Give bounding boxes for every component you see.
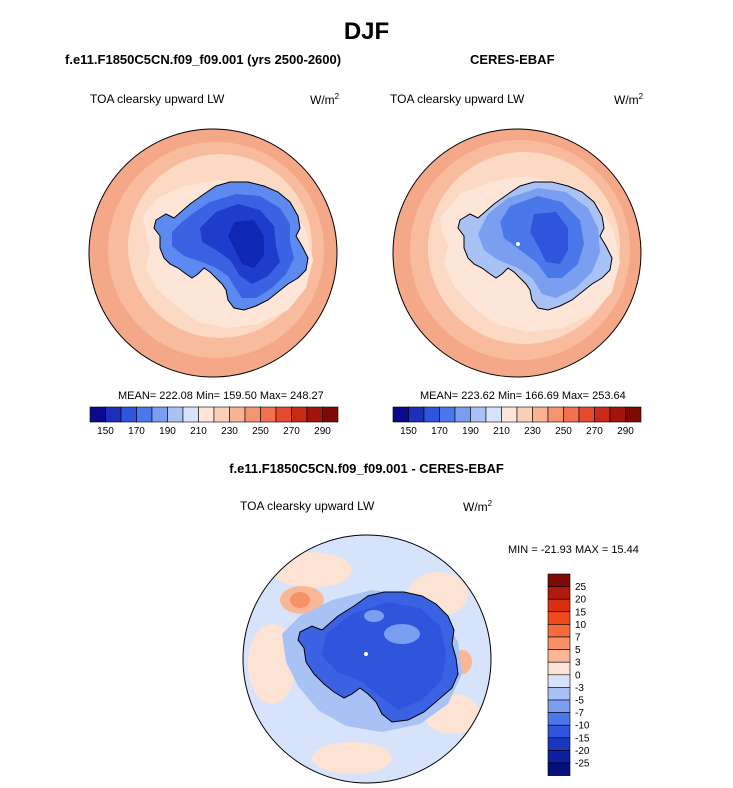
panel-1-stats: MEAN= 222.08 Min= 159.50 Max= 248.27: [118, 390, 324, 402]
panel-1-colorbar-tick-label: 250: [252, 426, 269, 437]
panel-2-colorbar-swatch: [392, 406, 409, 423]
panel-1-colorbar-swatch: [275, 406, 292, 423]
panel-2-colorbar-tick-label: 290: [617, 426, 634, 437]
panel-3-polar-map: [242, 534, 492, 784]
panel-1-colorbar-swatch: [136, 406, 153, 423]
panel-3-colorbar-swatch: [547, 699, 571, 713]
panel-3-colorbar-tick-label: 3: [575, 658, 581, 669]
panel-2-colorbar-swatch: [594, 406, 611, 423]
panel-3-colorbar-tick-label: -3: [575, 683, 584, 694]
panel-2-colorbar-swatch: [578, 406, 595, 423]
panel-3-colorbar-swatch: [547, 598, 571, 613]
panel-1-colorbar-swatch: [229, 406, 246, 423]
panel-3-colorbar-swatch: [547, 750, 571, 764]
panel-3-colorbar-tick-label: -10: [575, 721, 590, 732]
panel-2-colorbar-tick-label: 270: [586, 426, 603, 437]
panel-1-colorbar-swatch: [306, 406, 323, 423]
panel-2-colorbar: 150 170 190 210 230 250 270 290: [392, 406, 642, 437]
panel-1-colorbar-swatch: [291, 406, 308, 423]
panel-2-polar-map: [392, 128, 642, 378]
panel-2-colorbar-swatch: [485, 406, 502, 423]
panel-3-stats: MIN = -21.93 MAX = 15.44: [508, 544, 639, 556]
panel-1-colorbar-swatch: [120, 406, 137, 423]
panel-1-colorbar-swatch: [213, 406, 230, 423]
panel-2-colorbar-swatch: [454, 406, 471, 423]
panel-3-colorbar-tick-label: 10: [575, 620, 587, 631]
panel-2-colorbar-tick-label: 190: [462, 426, 479, 437]
panel-1-colorbar-swatch: [167, 406, 184, 423]
panel-3-colorbar-swatch: [547, 737, 571, 751]
panel-3-colorbar-tick-label: -7: [575, 708, 584, 719]
panel-1-colorbar-tick-label: 270: [283, 426, 300, 437]
panel-2-variable-label: TOA clearsky upward LW: [390, 92, 525, 106]
panel-3-colorbar-swatch: [547, 573, 571, 587]
panel-1-colorbar: 150 170 190 210 230 250 270 290: [89, 406, 339, 437]
panel-3-colorbar-tick-label: -5: [575, 696, 584, 707]
panel-1-colorbar-swatch: [322, 406, 339, 423]
panel-2-units: W/m2: [614, 92, 644, 107]
panel-3-colorbar-swatch: [547, 586, 571, 600]
panel-2-colorbar-swatch: [423, 406, 440, 423]
panel-3-colorbar-tick-label: -25: [575, 759, 590, 770]
panel-3-title: f.e11.F1850C5CN.f09_f09.001 - CERES-EBAF: [229, 461, 504, 476]
page-title: DJF: [343, 18, 390, 45]
panel-3-colorbar-tick-label: 15: [575, 607, 587, 618]
panel-3-colorbar-swatch: [547, 661, 571, 676]
panel-1-units: W/m2: [310, 92, 340, 107]
panel-2-colorbar-swatch: [532, 406, 549, 423]
panel-2-colorbar-tick-label: 210: [493, 426, 510, 437]
panel-2-title: CERES-EBAF: [470, 52, 555, 67]
panel-1-colorbar-tick-label: 170: [128, 426, 145, 437]
panel-3-colorbar-swatch: [547, 611, 571, 625]
panel-2-stats: MEAN= 223.62 Min= 166.69 Max= 253.64: [420, 390, 626, 402]
panel-3-colorbar-tick-label: -20: [575, 746, 590, 757]
panel-2-colorbar-swatch: [408, 406, 425, 423]
panel-1-colorbar-tick-label: 150: [97, 426, 114, 437]
panel-3-colorbar-swatch: [547, 649, 571, 663]
panel-1-colorbar-swatch: [244, 406, 261, 423]
panel-2-colorbar-tick-label: 250: [555, 426, 572, 437]
panel-1-colorbar-swatch: [105, 406, 122, 423]
panel-2-colorbar-swatch: [470, 406, 487, 423]
panel-2-colorbar-swatch: [516, 406, 533, 423]
panel-1-variable-label: TOA clearsky upward LW: [90, 92, 225, 106]
panel-3-colorbar-tick-label: 0: [575, 670, 581, 681]
panel-3-colorbar-swatch: [547, 724, 571, 739]
panel-1-title: f.e11.F1850C5CN.f09_f09.001 (yrs 2500-26…: [65, 52, 342, 67]
panel-3-colorbar-swatch: [547, 712, 571, 726]
panel-3-colorbar-tick-label: 25: [575, 582, 587, 593]
panel-3-colorbar-tick-label: 5: [575, 645, 581, 656]
panel-3-variable-label: TOA clearsky upward LW: [240, 499, 375, 513]
panel-3-colorbar-swatch: [547, 687, 571, 701]
panel-1-colorbar-swatch: [89, 406, 106, 423]
panel-2-colorbar-tick-label: 170: [431, 426, 448, 437]
panel-3-colorbar-tick-label: 20: [575, 595, 587, 606]
panel-1-colorbar-swatch: [151, 406, 168, 423]
panel-3-colorbar-swatch: [547, 624, 571, 638]
panel-3-colorbar-tick-label: 7: [575, 633, 581, 644]
panel-3-colorbar-swatch: [547, 636, 571, 650]
panel-1-colorbar-swatch: [260, 406, 277, 423]
panel-3-colorbar-swatch: [547, 674, 571, 688]
panel-2-colorbar-swatch: [547, 406, 564, 423]
panel-1-colorbar-tick-label: 210: [190, 426, 207, 437]
panel-2-colorbar-swatch: [625, 406, 642, 423]
panel-1-colorbar-swatch: [182, 406, 199, 423]
panel-2-colorbar-swatch: [439, 406, 456, 423]
panel-1-colorbar-swatch: [198, 406, 215, 423]
panel-1-colorbar-tick-label: 190: [159, 426, 176, 437]
panel-1-colorbar-tick-label: 230: [221, 426, 238, 437]
panel-2-colorbar-swatch: [501, 406, 518, 423]
panel-2-colorbar-swatch: [563, 406, 580, 423]
panel-2-colorbar-tick-label: 150: [400, 426, 417, 437]
panel-1-polar-map: [88, 128, 338, 378]
panel-2-colorbar-tick-label: 230: [524, 426, 541, 437]
panel-1-colorbar-tick-label: 290: [314, 426, 331, 437]
panel-3-colorbar-swatch: [547, 762, 571, 776]
panel-3-colorbar-tick-label: -15: [575, 733, 590, 744]
panel-3-units: W/m2: [463, 499, 493, 514]
panel-2-colorbar-swatch: [609, 406, 626, 423]
